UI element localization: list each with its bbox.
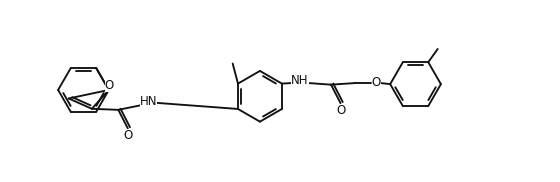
Text: O: O — [372, 76, 381, 89]
Text: O: O — [105, 79, 114, 92]
Text: HN: HN — [139, 95, 157, 108]
Text: NH: NH — [291, 74, 309, 87]
Text: O: O — [124, 129, 133, 142]
Text: O: O — [337, 104, 346, 116]
